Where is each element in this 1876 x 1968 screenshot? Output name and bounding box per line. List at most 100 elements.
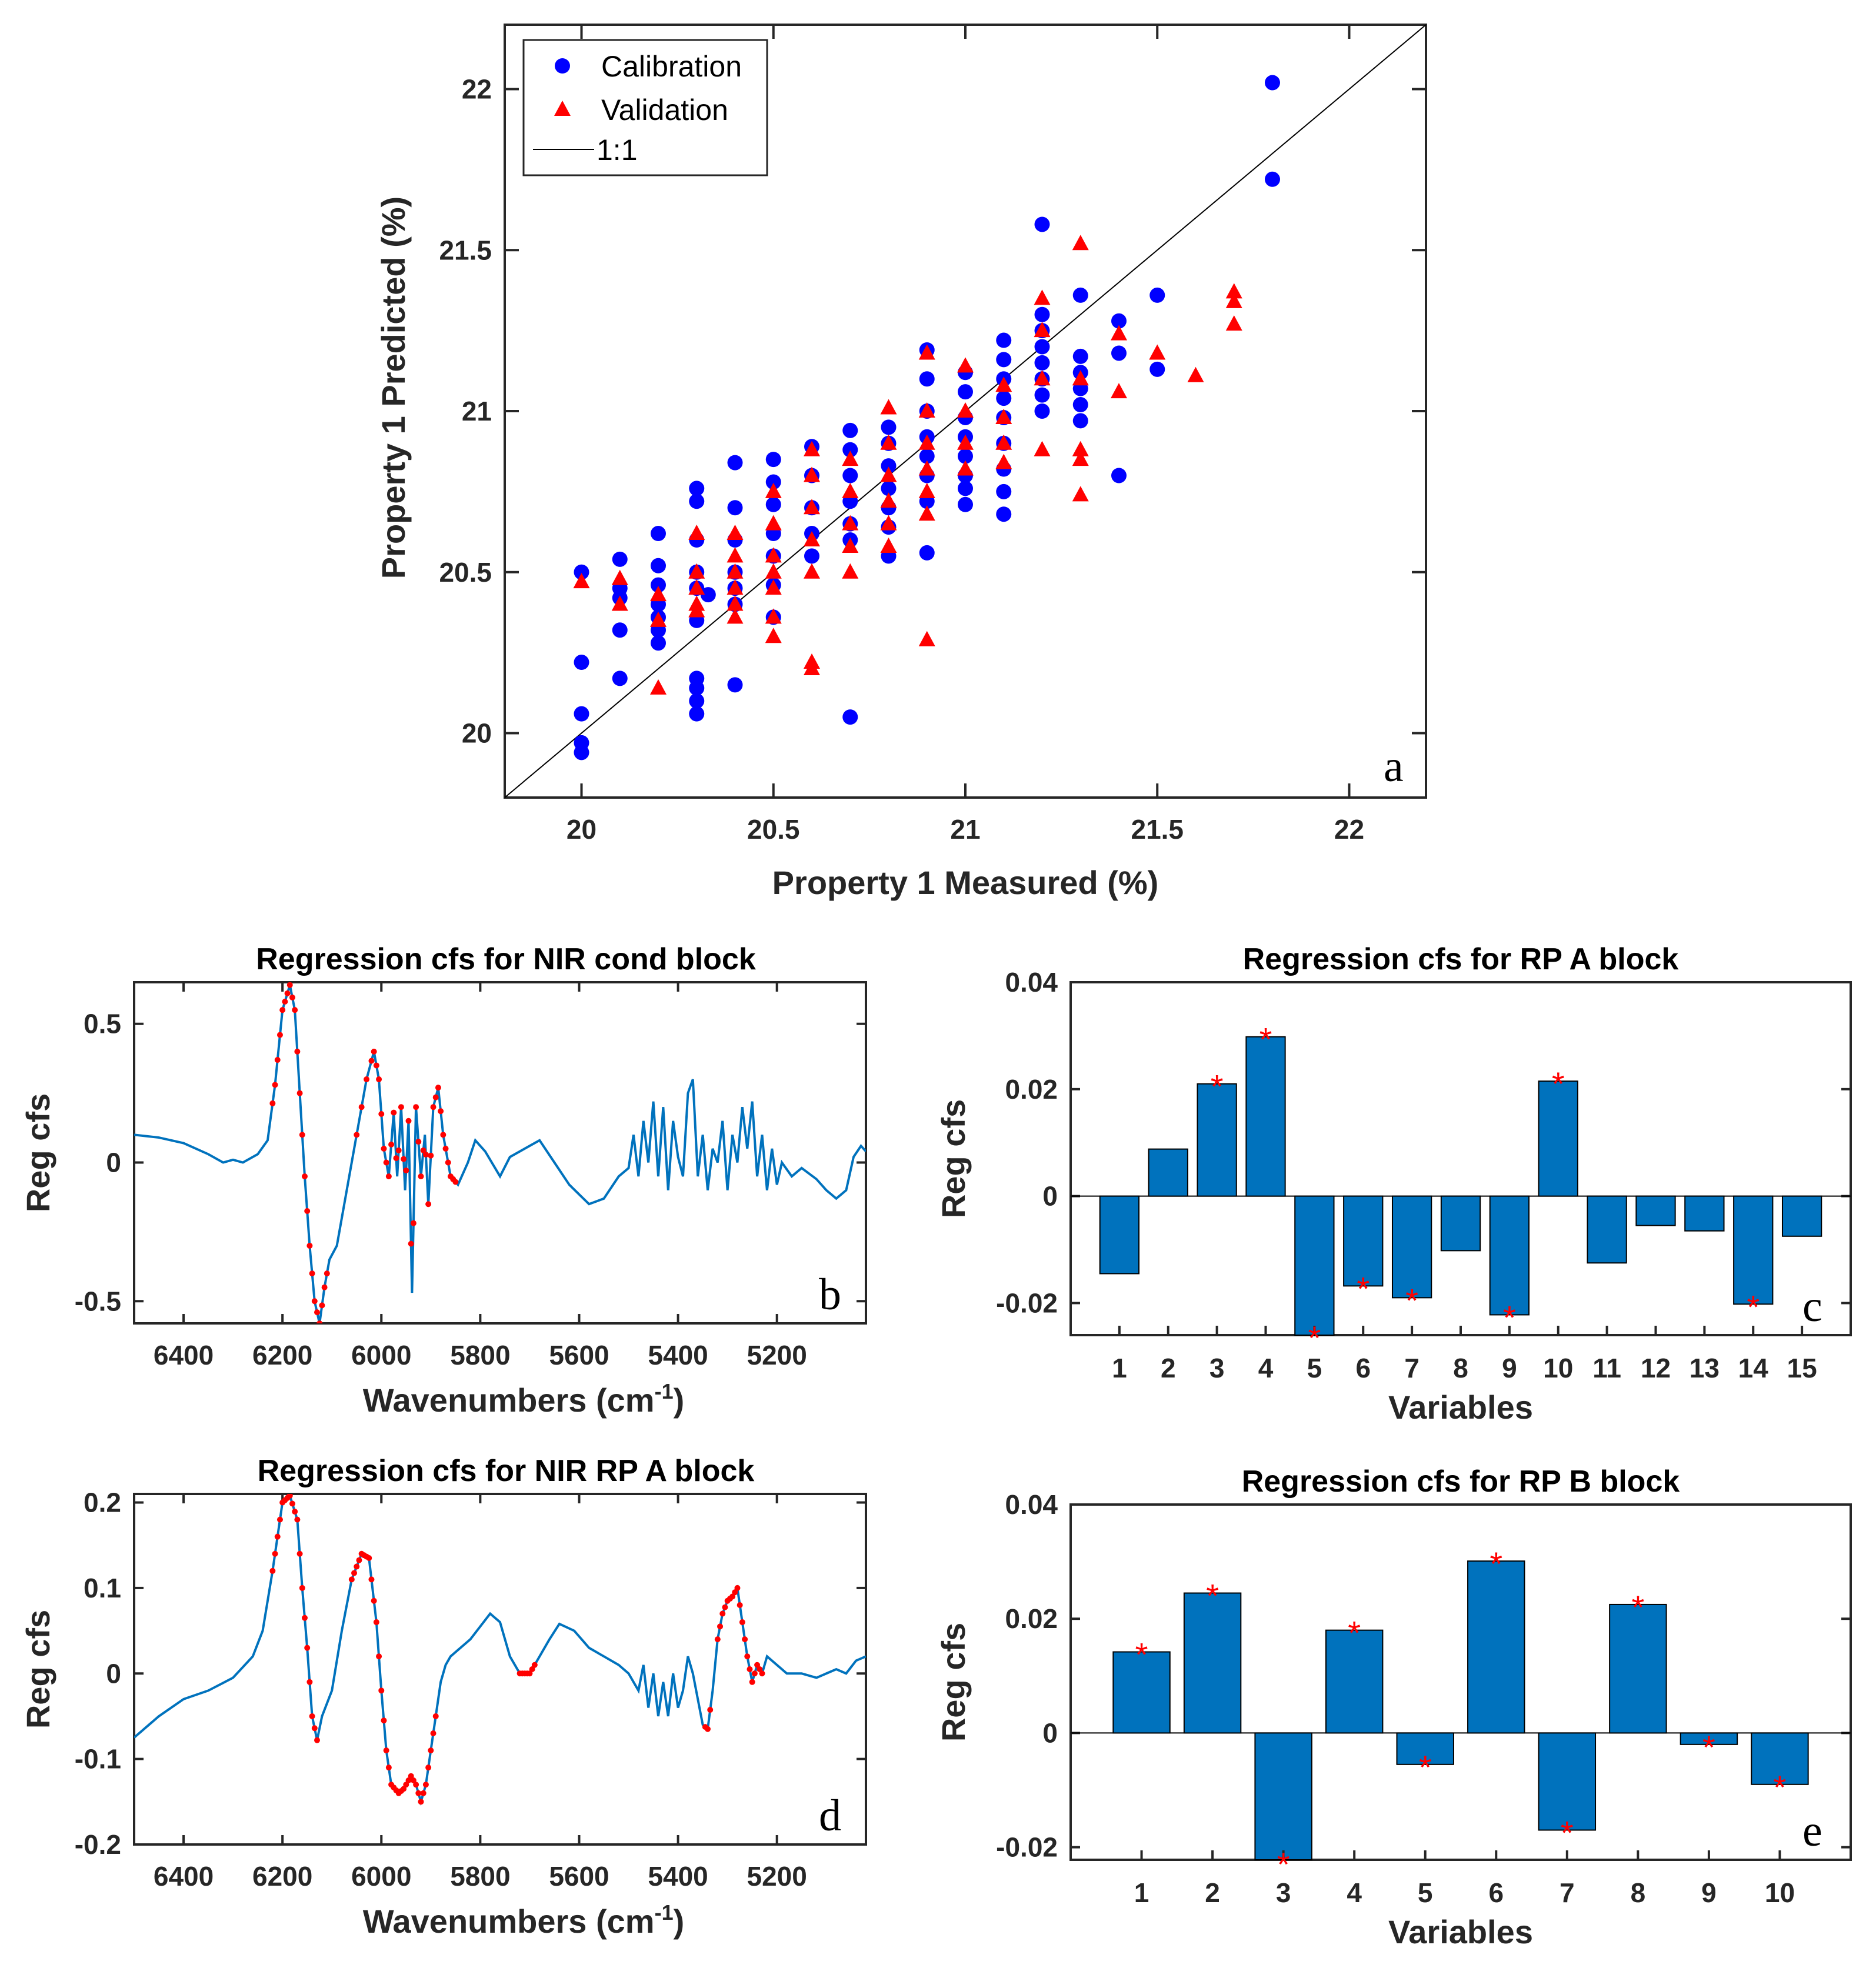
selected-variable-marker [286, 982, 293, 988]
plot-frame [1069, 1503, 1852, 1861]
selected-variable-marker [304, 1208, 311, 1215]
validation-point [804, 531, 820, 546]
validation-point [918, 482, 935, 498]
selected-variable-marker: * [1357, 1270, 1369, 1307]
x-tick-label: 4 [1347, 1877, 1362, 1908]
x-tick-label: 12 [1641, 1353, 1671, 1383]
bar [1294, 1195, 1335, 1336]
selected-variable-marker: * [1405, 1282, 1418, 1319]
selected-variable-marker [276, 1516, 283, 1523]
x-tick-label: 2 [1205, 1877, 1220, 1908]
selected-variable-marker [403, 1167, 409, 1173]
selected-variable-marker [324, 1270, 330, 1277]
validation-point [842, 563, 859, 579]
selected-variable-marker: * [1211, 1068, 1224, 1105]
bar [1609, 1603, 1667, 1734]
y-tick-label: 0 [1042, 1717, 1058, 1748]
x-tick-label: 10 [1765, 1877, 1795, 1908]
validation-point [1034, 441, 1051, 456]
bar [1467, 1560, 1525, 1734]
selected-variable-marker [311, 1298, 318, 1305]
legend-calibration-label: Calibration [601, 50, 742, 83]
selected-variable-marker [759, 1670, 765, 1677]
validation-point [804, 563, 820, 579]
validation-point [880, 466, 897, 482]
y-tick-label: 22 [462, 74, 492, 105]
x-tick-label: 9 [1701, 1877, 1717, 1908]
x-tick-label: 7 [1560, 1877, 1575, 1908]
calibration-point [996, 391, 1012, 406]
selected-variable-marker [276, 1032, 283, 1038]
x-tick-label: 2 [1161, 1353, 1176, 1383]
validation-point [842, 537, 859, 553]
selected-variable-marker [356, 1557, 362, 1563]
selected-variable-marker [418, 1799, 424, 1805]
bar [1343, 1195, 1384, 1287]
y-tick-label: 0.04 [1005, 1489, 1058, 1520]
selected-variable-marker [279, 1007, 286, 1013]
selected-variable-marker [269, 1100, 276, 1106]
calibration-point [689, 680, 705, 696]
validation-point [727, 595, 744, 611]
selected-variable-marker [289, 1500, 295, 1507]
calibration-point [574, 745, 589, 760]
selected-variable-marker [529, 1666, 535, 1672]
calibration-point [612, 551, 628, 567]
selected-variable-marker [707, 1707, 714, 1713]
bar [1254, 1732, 1312, 1860]
validation-point [880, 492, 897, 508]
selected-variable-marker [371, 1048, 377, 1055]
validation-point [804, 499, 820, 515]
selected-variable-marker [388, 1141, 395, 1148]
selected-variable-marker: * [1702, 1729, 1715, 1766]
selected-variable-marker [445, 1159, 451, 1166]
x-axis-label: Wavenumbers (cm-1) [363, 1379, 685, 1419]
validation-point [1034, 322, 1051, 338]
coefficient-line [134, 985, 866, 1323]
selected-variable-marker: * [1277, 1846, 1290, 1883]
calibration-point [1111, 345, 1127, 361]
calibration-point [700, 587, 716, 603]
y-tick-label: 0.1 [84, 1573, 121, 1603]
calibration-point [1111, 468, 1127, 483]
x-tick-label: 14 [1738, 1353, 1769, 1383]
chart-title: Regression cfs for RP A block [1243, 942, 1679, 976]
calibration-point [881, 481, 897, 496]
validation-point [804, 466, 820, 482]
calibration-point [919, 545, 935, 561]
selected-variable-marker [314, 1309, 320, 1316]
selected-variable-marker [274, 1057, 281, 1063]
validation-point [880, 537, 897, 553]
selected-variable-marker [401, 1786, 407, 1792]
validation-point [573, 573, 590, 589]
validation-point [880, 434, 897, 450]
selected-variable-marker [294, 1048, 301, 1055]
selected-variable-marker [316, 1320, 323, 1323]
calibration-point [1034, 339, 1050, 355]
selected-variable-marker [719, 1610, 726, 1617]
selected-variable-marker [299, 1132, 305, 1138]
calibration-point [1034, 306, 1050, 322]
selected-variable-marker [383, 1747, 389, 1754]
calibration-point [1072, 413, 1088, 429]
x-tick-label: 6 [1355, 1353, 1371, 1383]
validation-point [765, 515, 782, 531]
selected-variable-marker [432, 1713, 439, 1719]
selected-variable-marker [747, 1666, 753, 1672]
calibration-point [996, 506, 1012, 522]
selected-variable-marker [405, 1118, 412, 1124]
x-tick-label: 1 [1134, 1877, 1149, 1908]
bar [1751, 1732, 1809, 1785]
validation-point [1034, 370, 1051, 386]
bar [1391, 1195, 1432, 1299]
selected-variable-marker [299, 1585, 305, 1591]
validation-point [918, 460, 935, 476]
selected-variable-marker [410, 1220, 416, 1226]
selected-variable-marker [425, 1764, 432, 1771]
selected-variable-marker [296, 1090, 303, 1096]
calibration-point [1111, 313, 1127, 329]
validation-point [650, 586, 667, 602]
selected-variable-marker [401, 1156, 407, 1162]
selected-variable-marker [381, 1717, 387, 1724]
